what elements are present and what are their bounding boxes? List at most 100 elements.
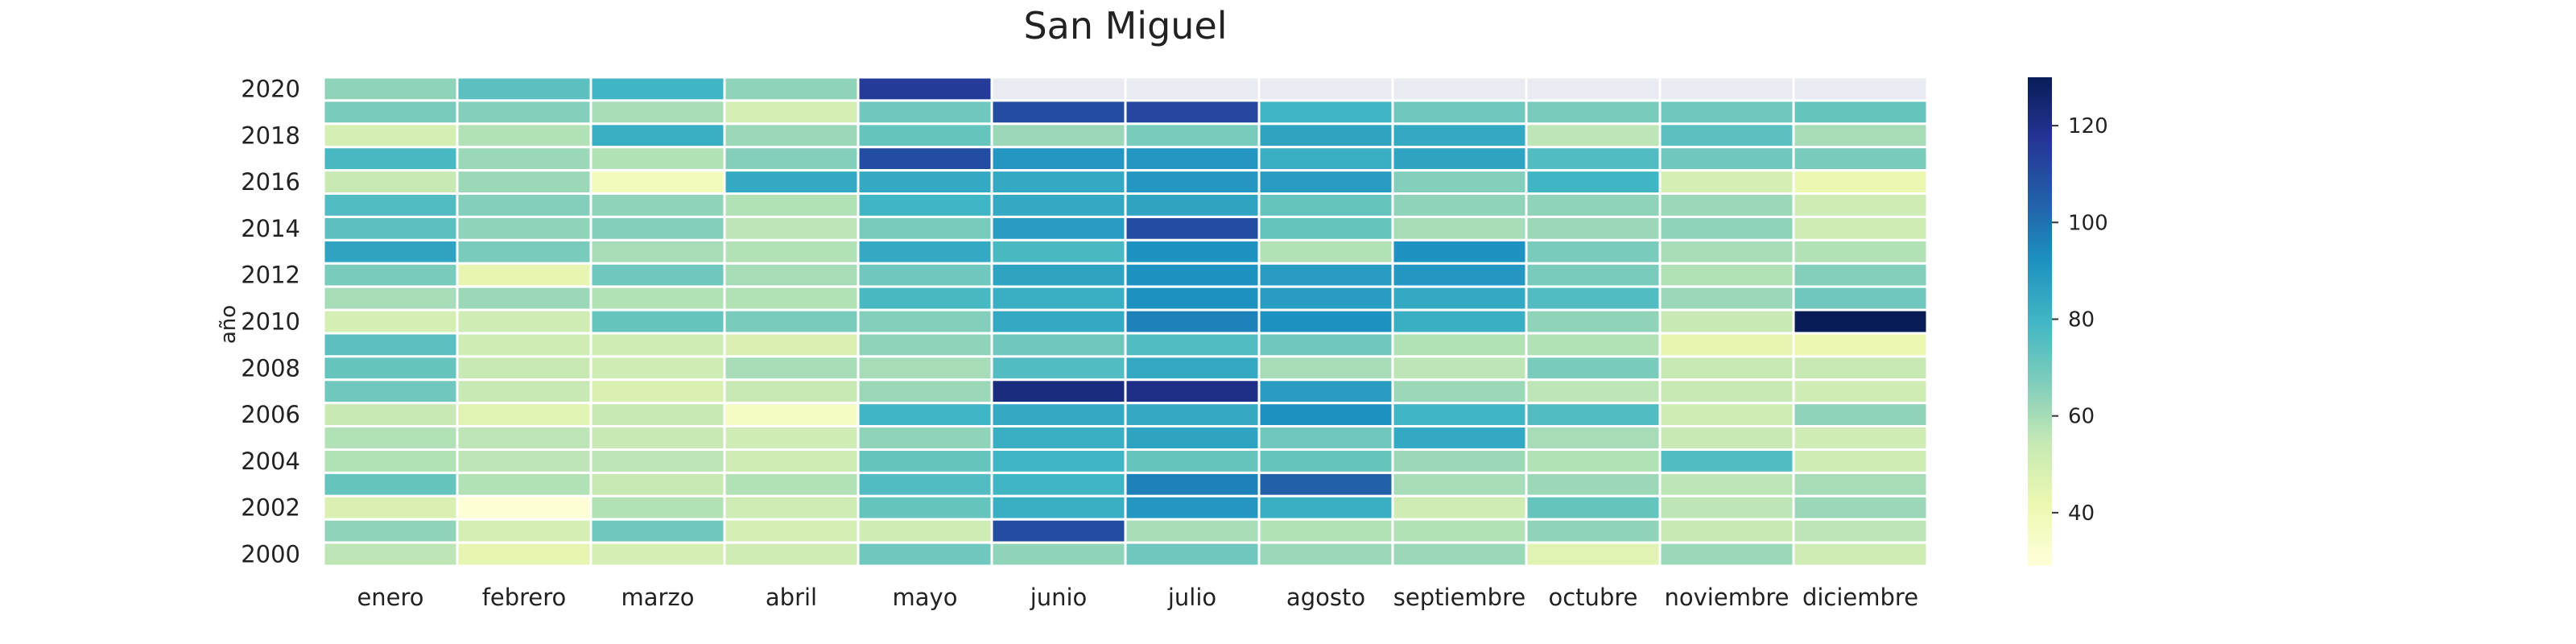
- heatmap-cell: [1124, 471, 1261, 497]
- heatmap-cell: [1525, 192, 1662, 218]
- heatmap-cell: [1792, 146, 1929, 172]
- heatmap-cell: [857, 238, 993, 265]
- heatmap-cell: [589, 355, 726, 382]
- heatmap-cell: [1792, 425, 1929, 451]
- heatmap-cell: [1257, 76, 1394, 102]
- heatmap-cell: [990, 215, 1127, 242]
- heatmap-cell: [1257, 518, 1394, 544]
- heatmap-cell: [1257, 192, 1394, 218]
- heatmap-cell: [1391, 402, 1528, 428]
- heatmap-cell: [857, 192, 993, 218]
- heatmap-cell: [723, 448, 860, 474]
- heatmap-cell: [456, 308, 592, 335]
- heatmap-cell: [857, 285, 993, 312]
- heatmap-cell: [990, 541, 1127, 568]
- y-tick-label: 2018: [241, 122, 300, 149]
- heatmap-cell: [1391, 238, 1528, 265]
- heatmap-cell: [1391, 378, 1528, 405]
- heatmap-cell: [723, 355, 860, 382]
- heatmap-cell: [1391, 308, 1528, 335]
- x-tick-label: enero: [357, 584, 423, 611]
- heatmap-cell: [1525, 122, 1662, 149]
- heatmap-cell: [1391, 471, 1528, 497]
- heatmap-cell: [1124, 448, 1261, 474]
- heatmap-cell: [990, 425, 1127, 451]
- heatmap-cell: [1391, 332, 1528, 358]
- heatmap-cell: [456, 192, 592, 218]
- heatmap-cell: [322, 238, 459, 265]
- heatmap-cell: [322, 122, 459, 149]
- heatmap-cell: [322, 169, 459, 196]
- heatmap-cell: [723, 146, 860, 172]
- heatmap-cell: [990, 146, 1127, 172]
- x-tick-label: junio: [1030, 584, 1088, 611]
- heatmap-cell: [1792, 99, 1929, 126]
- heatmap-cell: [723, 378, 860, 405]
- heatmap-cell: [1792, 332, 1929, 358]
- heatmap-cell: [857, 494, 993, 521]
- heatmap-cell: [1658, 425, 1795, 451]
- heatmap-cell: [1257, 238, 1394, 265]
- heatmap-cell: [322, 99, 459, 126]
- heatmap-cell: [589, 448, 726, 474]
- heatmap-cell: [1124, 332, 1261, 358]
- heatmap-cell: [589, 238, 726, 265]
- y-tick-label: 2020: [241, 75, 300, 102]
- heatmap-cell: [1525, 332, 1662, 358]
- heatmap-cell: [456, 122, 592, 149]
- heatmap-cell: [1124, 494, 1261, 521]
- heatmap-cell: [322, 332, 459, 358]
- heatmap-cell: [1124, 192, 1261, 218]
- heatmap-cell: [1658, 541, 1795, 568]
- heatmap-cell: [1525, 285, 1662, 312]
- heatmap-cell: [1124, 122, 1261, 149]
- heatmap-cell: [723, 308, 860, 335]
- heatmap-cell: [1658, 238, 1795, 265]
- heatmap-cell: [857, 76, 993, 102]
- heatmap-cell: [1257, 402, 1394, 428]
- heatmap-cell: [990, 122, 1127, 149]
- x-tick-label: diciembre: [1802, 584, 1918, 611]
- heatmap-cell: [1257, 146, 1394, 172]
- heatmap-cell: [857, 378, 993, 405]
- heatmap-cell: [1792, 355, 1929, 382]
- heatmap-cell: [1525, 262, 1662, 288]
- y-tick-label: 2016: [241, 168, 300, 196]
- heatmap-cell: [1257, 99, 1394, 126]
- heatmap-cell: [1792, 471, 1929, 497]
- heatmap-cell: [322, 471, 459, 497]
- y-tick-label: 2010: [241, 308, 300, 336]
- heatmap-cell: [1124, 402, 1261, 428]
- x-tick-label: febrero: [482, 584, 567, 611]
- heatmap-cell: [456, 99, 592, 126]
- heatmap-cell: [1792, 76, 1929, 102]
- heatmap-cell: [1792, 518, 1929, 544]
- heatmap-cell: [1124, 238, 1261, 265]
- heatmap-cell: [1257, 262, 1394, 288]
- heatmap-cell: [1124, 425, 1261, 451]
- heatmap-cell: [456, 332, 592, 358]
- heatmap-cell: [990, 76, 1127, 102]
- heatmap-cell: [322, 192, 459, 218]
- heatmap-cell: [1257, 541, 1394, 568]
- heatmap-cell: [1124, 541, 1261, 568]
- heatmap-cell: [1124, 146, 1261, 172]
- heatmap-cell: [990, 448, 1127, 474]
- heatmap-cell: [1658, 99, 1795, 126]
- heatmap-cell: [990, 332, 1127, 358]
- colorbar-tick-label: 120: [2068, 114, 2108, 138]
- heatmap-cell: [857, 425, 993, 451]
- heatmap-cell: [723, 215, 860, 242]
- heatmap-cell: [589, 378, 726, 405]
- heatmap-cell: [1525, 355, 1662, 382]
- heatmap-cell: [456, 238, 592, 265]
- heatmap-cell: [456, 262, 592, 288]
- y-tick-label: 2012: [241, 262, 300, 289]
- heatmap-cell: [1525, 471, 1662, 497]
- heatmap-cell: [1257, 122, 1394, 149]
- heatmap-cell: [723, 402, 860, 428]
- heatmap-cell: [1792, 308, 1929, 335]
- heatmap-cell: [1124, 262, 1261, 288]
- heatmap-cell: [589, 285, 726, 312]
- heatmap-cell: [1658, 76, 1795, 102]
